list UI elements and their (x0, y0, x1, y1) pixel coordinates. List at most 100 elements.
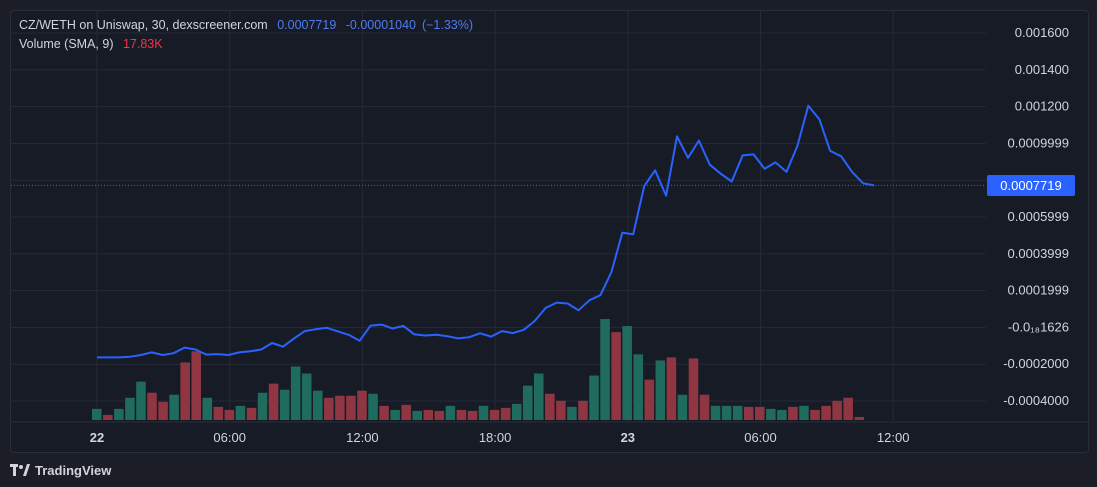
y-tick-label: 0.0009999 (1008, 135, 1069, 150)
volume-bar (246, 407, 257, 420)
volume-bar (290, 366, 301, 420)
volume-bar (224, 409, 235, 420)
tradingview-brand: TradingView (35, 462, 112, 478)
volume-bar (191, 351, 201, 420)
volume-bar (478, 405, 489, 420)
y-tick-label: -0.0004000 (1003, 393, 1069, 408)
volume-bar (688, 358, 699, 420)
last-price-badge: 0.0007719 (987, 175, 1075, 196)
volume-bar (158, 401, 168, 420)
volume-bar (489, 409, 500, 420)
y-tick-label: -0.0₁₈1626 (1008, 319, 1069, 334)
y-tick-label: 0.001400 (1015, 62, 1069, 77)
volume-bar (379, 405, 389, 420)
volume-bar (644, 379, 655, 420)
y-tick-label: 0.0005999 (1008, 209, 1069, 224)
y-tick-label: 0.0003999 (1008, 246, 1069, 261)
volume-bar (832, 400, 842, 420)
legend-volume-row: Volume (SMA, 9) 17.83K (19, 37, 169, 51)
volume-bar (578, 400, 588, 420)
x-tick-label: 12:00 (877, 430, 910, 445)
x-tick-label: 06:00 (744, 430, 777, 445)
price-change: -0.00001040 (345, 18, 416, 32)
volume-bar (235, 405, 246, 420)
tradingview-attribution[interactable]: TradingView (10, 461, 111, 479)
volume-bar (600, 319, 610, 420)
volume-bar (655, 360, 666, 420)
volume-bar (710, 405, 721, 420)
volume-bar (324, 397, 334, 420)
price-change-percent: (−1.33%) (421, 18, 474, 32)
volume-bar (445, 405, 456, 420)
volume-bar (799, 405, 809, 420)
x-tick-label: 23 (621, 430, 635, 445)
volume-bar (666, 357, 677, 420)
chart-panel[interactable]: 0.0016000.0014000.0012000.00099990.00079… (10, 10, 1089, 453)
volume-bar (622, 326, 632, 420)
x-tick-label: 06:00 (213, 430, 246, 445)
x-tick-label: 22 (90, 430, 104, 445)
volume-bar (854, 416, 864, 420)
volume-bar (257, 392, 268, 420)
x-tick-label: 12:00 (346, 430, 379, 445)
x-axis: 22 06:00 12:00 18:00 23 06:00 12:00 (90, 430, 910, 445)
volume-bar (567, 406, 577, 420)
volume-bar (147, 392, 157, 420)
volume-bar (589, 375, 599, 420)
volume-bar (467, 410, 478, 420)
volume-bar (545, 393, 555, 420)
volume-bar (412, 410, 422, 420)
y-tick-label: 0.001200 (1015, 99, 1069, 114)
volume-bar (732, 405, 743, 420)
volume-bar (335, 395, 345, 420)
volume-bar (268, 383, 279, 420)
volume-bar (699, 394, 710, 420)
volume-bar (313, 390, 323, 420)
volume-bar (169, 394, 179, 420)
volume-bar (213, 406, 224, 420)
volume-bar (777, 409, 787, 420)
volume-bar (368, 393, 378, 420)
volume-bar (423, 409, 434, 420)
volume-layer (92, 319, 864, 420)
volume-bar (743, 406, 754, 420)
volume-bar (202, 397, 213, 420)
volume-bar (180, 362, 190, 420)
volume-bar (136, 381, 146, 420)
volume-label: Volume (SMA, 9) (19, 37, 114, 51)
volume-bar (346, 395, 356, 420)
volume-bar (843, 397, 853, 420)
tradingview-logo-icon (10, 464, 30, 476)
y-tick-label: 0.0001999 (1008, 283, 1069, 298)
volume-bar (721, 405, 732, 420)
volume-bar (357, 390, 367, 420)
volume-bar (611, 332, 621, 420)
x-tick-label: 18:00 (479, 430, 512, 445)
volume-bar (301, 373, 312, 420)
volume-bar (788, 406, 798, 420)
y-tick-label: -0.0002000 (1003, 356, 1069, 371)
price-line (97, 104, 875, 359)
volume-bar (279, 389, 290, 420)
volume-value: 17.83K (122, 37, 163, 51)
grid-layer (11, 11, 1088, 423)
volume-bar (390, 409, 400, 420)
volume-bar (755, 406, 765, 420)
volume-bar (821, 405, 831, 420)
volume-bar (511, 403, 522, 420)
volume-bar (500, 407, 511, 420)
volume-bar (114, 408, 124, 420)
volume-bar (434, 410, 445, 420)
volume-bar (766, 408, 776, 420)
symbol-title: CZ/WETH on Uniswap, 30, dexscreener.com (19, 18, 268, 32)
volume-bar (125, 397, 135, 420)
volume-bar (522, 385, 533, 420)
volume-bar (556, 400, 566, 420)
price-line-layer (11, 104, 986, 359)
volume-bar (92, 408, 102, 420)
volume-bar (677, 394, 688, 420)
price-chart[interactable]: 0.0016000.0014000.0012000.00099990.00079… (11, 11, 1088, 452)
volume-bar (534, 373, 544, 420)
volume-bar (810, 409, 820, 420)
y-axis: 0.0016000.0014000.0012000.00099990.00079… (1003, 25, 1069, 408)
